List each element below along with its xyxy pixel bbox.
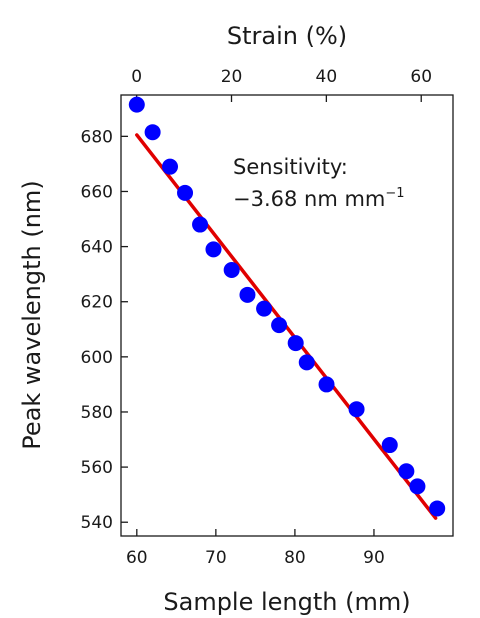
annotation-sensitivity-value: −3.68 nm mm−1 xyxy=(233,186,405,211)
x-tick-label: 90 xyxy=(363,548,385,568)
data-point xyxy=(398,463,415,480)
data-point xyxy=(287,335,304,352)
data-point xyxy=(192,216,209,233)
data-point xyxy=(177,184,194,201)
data-point xyxy=(205,241,222,258)
top-tick-label: 60 xyxy=(410,67,432,87)
top-tick-label: 40 xyxy=(316,67,338,87)
y-tick-label: 660 xyxy=(81,182,113,202)
data-point xyxy=(381,437,398,454)
x-tick-label: 70 xyxy=(205,548,227,568)
data-point xyxy=(239,286,256,303)
data-point xyxy=(271,317,288,334)
top-axis-title: Strain (%) xyxy=(227,22,347,50)
x-tick-label: 60 xyxy=(126,548,148,568)
annotation-value-exponent: −1 xyxy=(385,186,404,201)
data-point xyxy=(409,478,426,495)
y-tick-label: 580 xyxy=(81,403,113,423)
data-point xyxy=(318,376,335,393)
x-tick-label: 80 xyxy=(284,548,306,568)
y-tick-label: 600 xyxy=(81,348,113,368)
data-point xyxy=(348,401,365,418)
y-axis-title: Peak wavelength (nm) xyxy=(18,180,46,449)
y-tick-label: 680 xyxy=(81,127,113,147)
data-point xyxy=(256,300,273,317)
data-point xyxy=(223,262,240,279)
annotation-value-text: −3.68 nm mm xyxy=(233,187,385,211)
y-tick-label: 540 xyxy=(81,513,113,533)
data-point xyxy=(144,124,161,141)
top-tick-label: 20 xyxy=(221,67,243,87)
annotation-sensitivity-label: Sensitivity: xyxy=(233,155,348,179)
data-points xyxy=(128,96,446,517)
top-tick-label: 0 xyxy=(131,67,142,87)
data-point xyxy=(128,96,145,113)
y-tick-label: 620 xyxy=(81,293,113,313)
y-tick-label: 640 xyxy=(81,238,113,258)
data-point xyxy=(429,500,446,517)
tick-labels: 60 70 80 90 540 560 580 600 620 640 660 680 0 20 40 60 xyxy=(81,67,432,568)
plot-frame xyxy=(120,94,454,537)
y-tick-label: 560 xyxy=(81,458,113,478)
x-axis-title: Sample length (mm) xyxy=(163,588,410,616)
data-point xyxy=(298,354,315,371)
data-point xyxy=(162,158,179,175)
